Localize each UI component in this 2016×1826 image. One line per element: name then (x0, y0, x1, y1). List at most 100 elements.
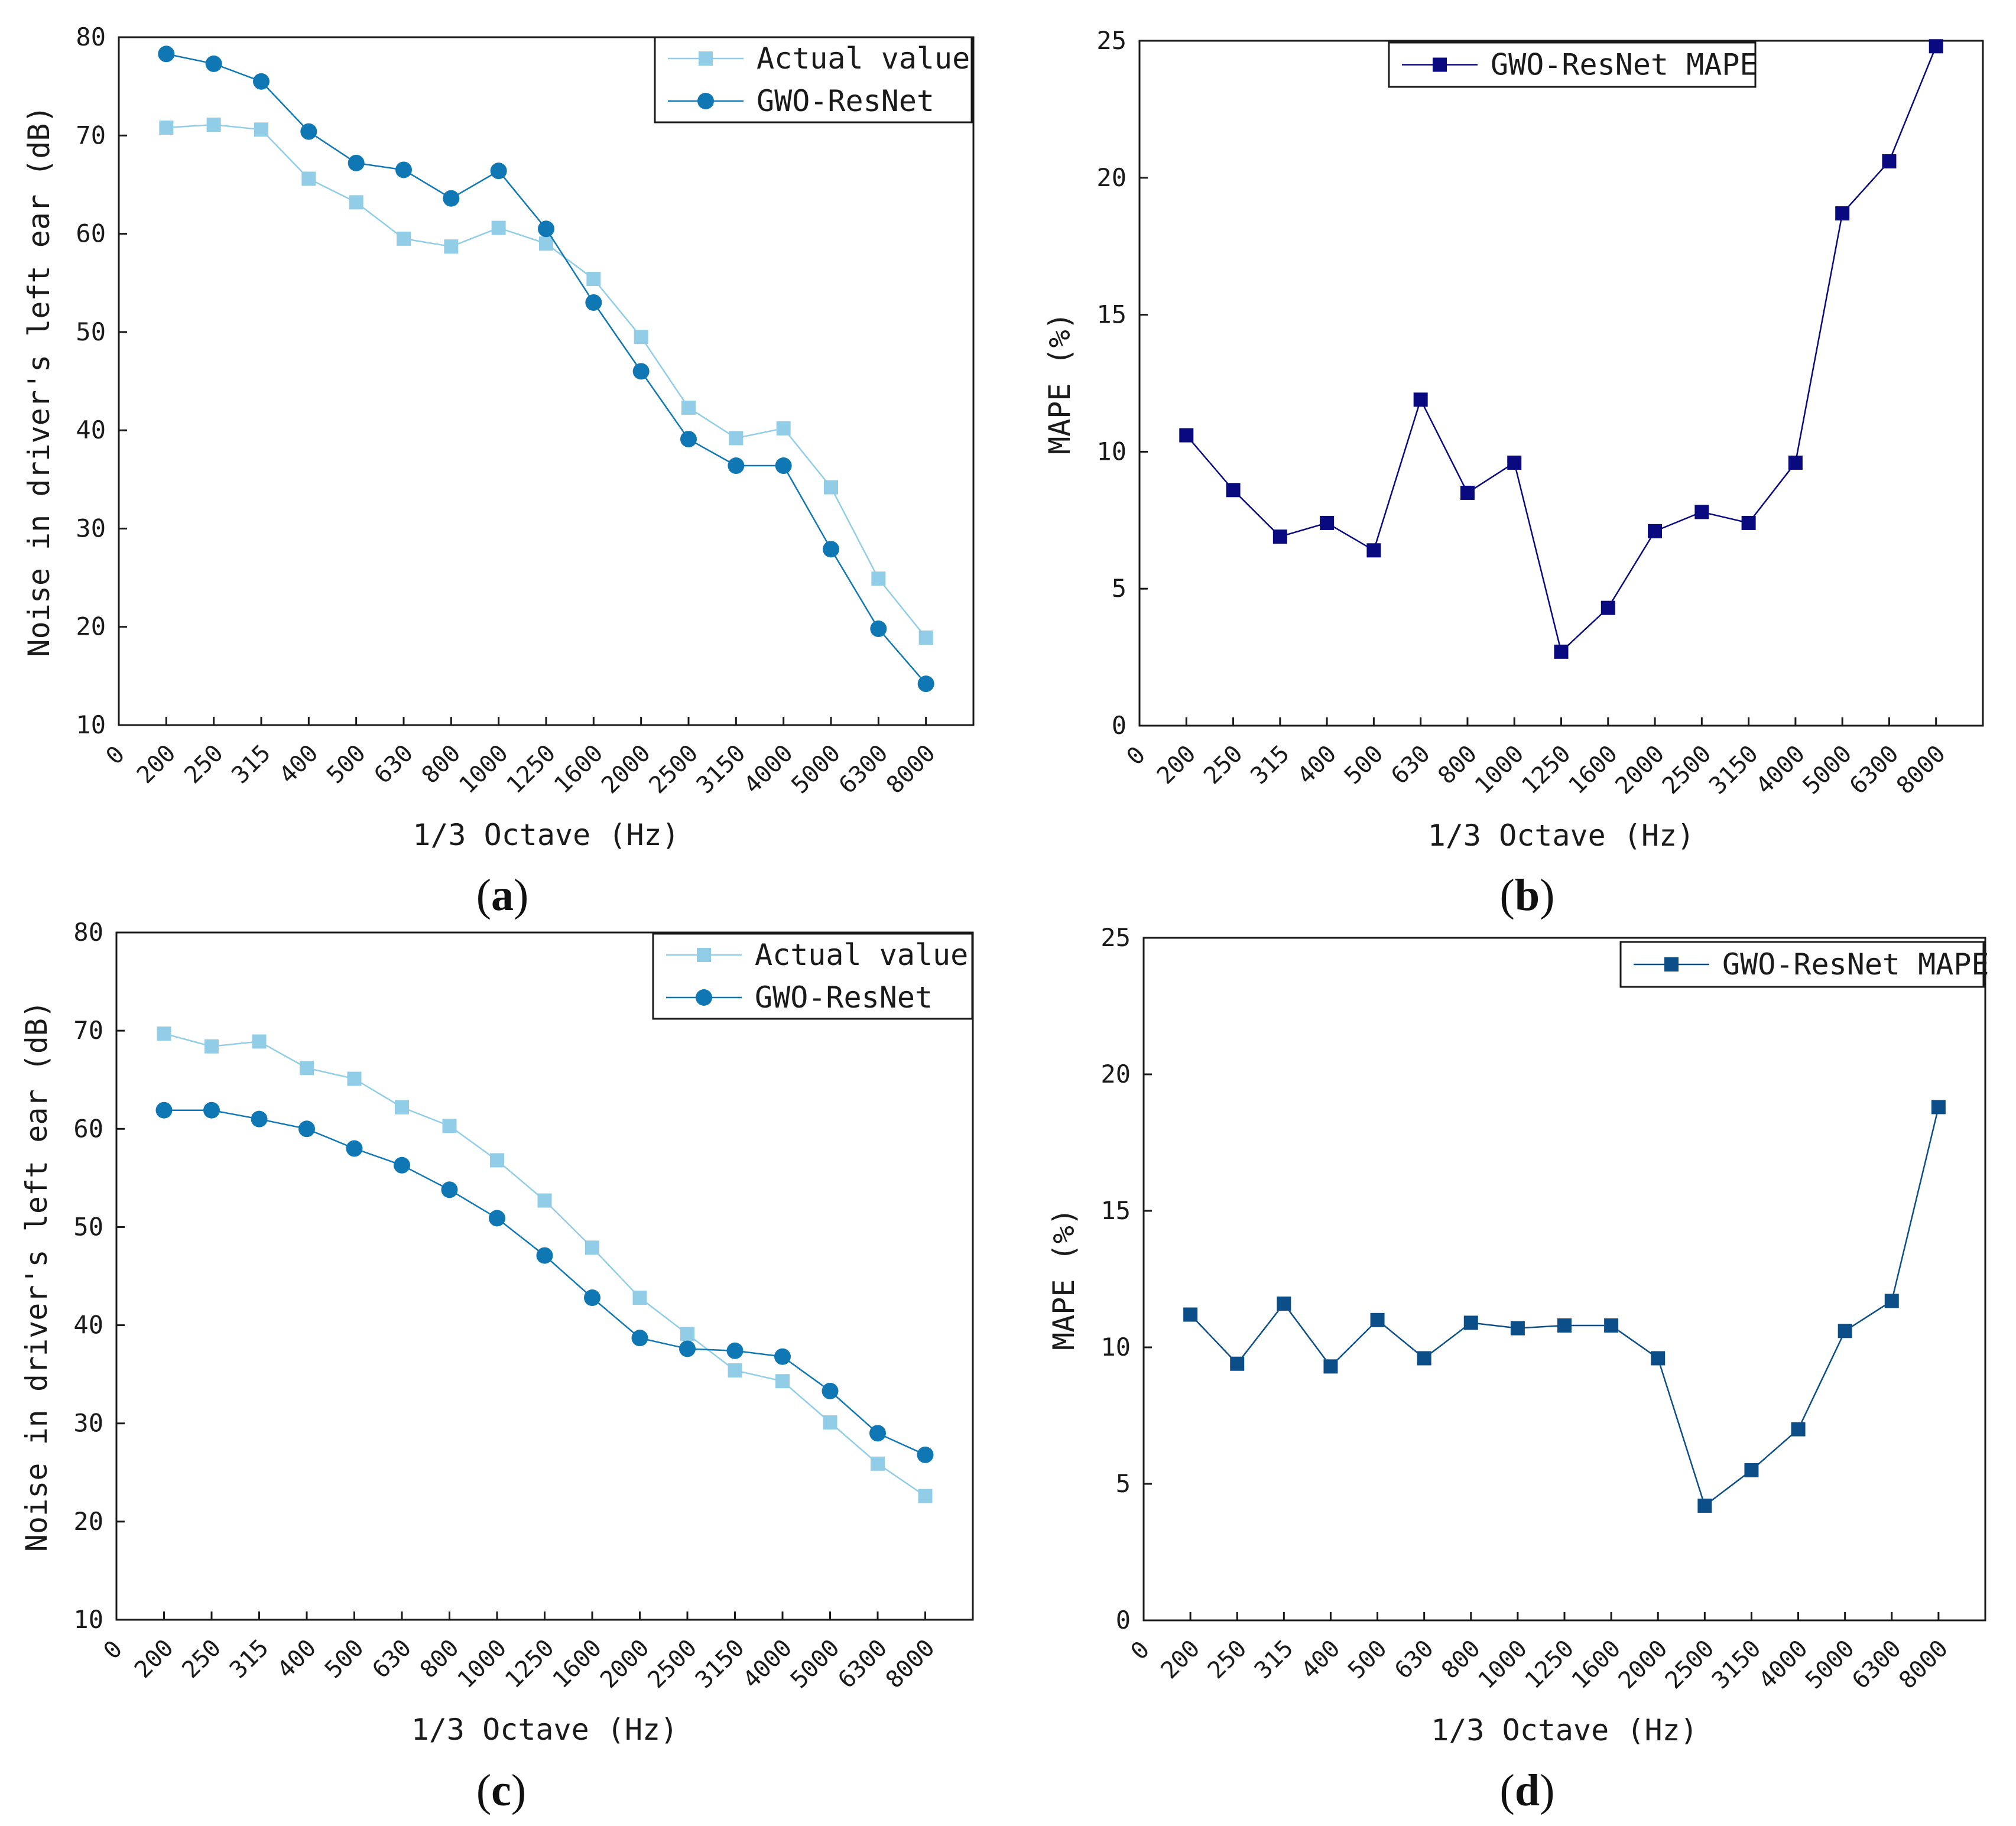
data-point (632, 363, 650, 380)
data-point (491, 220, 506, 235)
x-tick-label: 315 (225, 1635, 274, 1684)
y-axis: 0 5 10 15 20 25 (1096, 26, 1148, 740)
series-gwo-resnet (155, 1102, 934, 1463)
series-actual-value (159, 117, 933, 645)
y-tick-label: 0 (1116, 1606, 1131, 1635)
series-gwo-resnet-mape (1179, 39, 1943, 659)
y-tick-label: 10 (1096, 437, 1127, 466)
panel-label: (a) (476, 870, 529, 920)
y-axis-title: Noise in driver's left ear (dB) (22, 105, 56, 657)
x-tick-label: 1250 (1520, 1635, 1579, 1695)
x-tick-label: 0 (1126, 1636, 1155, 1666)
data-point (252, 1034, 267, 1049)
legend-marker (697, 948, 711, 962)
y-axis: 10 20 30 40 50 60 70 80 (76, 22, 127, 739)
legend: Actual value GWO-ResNet (654, 36, 973, 124)
legend: GWO-ResNet MAPE (1619, 941, 1989, 988)
x-tick-label: 5000 (786, 740, 846, 800)
x-tick-label: 0 (99, 1636, 128, 1665)
data-point (1370, 1312, 1385, 1327)
x-tick-label: 3150 (690, 1635, 750, 1694)
series-line (164, 1109, 926, 1456)
data-point (1604, 1318, 1619, 1333)
x-tick-label: 500 (1343, 1635, 1392, 1685)
data-point (870, 620, 887, 638)
data-point (157, 1026, 171, 1041)
data-point (253, 73, 270, 90)
data-point (1277, 1297, 1291, 1311)
legend-label: GWO-ResNet MAPE (1491, 48, 1758, 82)
data-point (1601, 600, 1615, 615)
panel-letter: d (1515, 1766, 1540, 1815)
data-point (1648, 524, 1663, 538)
x-tick-label: 4000 (1751, 740, 1810, 800)
plot-area-frame (1138, 40, 1984, 727)
data-point (917, 675, 934, 693)
x-tick-label: 8000 (1891, 740, 1951, 800)
legend-entry: GWO-ResNet (668, 84, 934, 118)
data-point (395, 1100, 409, 1115)
panel-label: (b) (1500, 870, 1555, 920)
x-tick-label: 630 (367, 1635, 417, 1684)
legend: Actual value GWO-ResNet (652, 933, 973, 1020)
y-tick-label: 15 (1096, 300, 1127, 329)
x-tick-label: 0 (101, 741, 131, 771)
data-point (585, 1240, 599, 1255)
y-tick-label: 25 (1100, 923, 1131, 952)
x-tick-label: 6300 (1845, 740, 1904, 800)
panel-label: (d) (1500, 1766, 1555, 1815)
y-tick-label: 20 (1100, 1060, 1131, 1089)
data-point (1791, 1422, 1806, 1437)
data-point (728, 1363, 742, 1377)
data-point (538, 220, 554, 238)
data-point (1183, 1307, 1198, 1322)
series-line (166, 124, 927, 638)
legend-label: GWO-ResNet (757, 84, 934, 118)
x-tick-label: 4000 (1754, 1635, 1813, 1695)
x-tick-label: 1250 (1517, 740, 1576, 800)
data-point (204, 1039, 219, 1054)
x-axis-title: 1/3 Octave (Hz) (1431, 1713, 1698, 1747)
data-point (539, 236, 553, 251)
series-line (1190, 1107, 1940, 1507)
x-tick-label: 1600 (1563, 740, 1623, 800)
y-tick-label: 70 (73, 1016, 103, 1045)
y-tick-label: 10 (73, 1605, 103, 1634)
data-point (349, 195, 363, 210)
x-tick-label: 500 (320, 1635, 369, 1684)
data-point (251, 1110, 268, 1128)
x-tick-label: 200 (129, 1635, 179, 1684)
series-gwo-resnet (158, 46, 934, 693)
data-point (728, 457, 745, 475)
data-point (1272, 529, 1287, 544)
x-axis: 0 200250315400500630800100012501600200025… (101, 717, 941, 799)
x-tick-label: 1600 (547, 1635, 607, 1694)
panel-letter: c (491, 1766, 511, 1815)
data-point (489, 1210, 505, 1227)
x-tick-label: 1250 (500, 1635, 560, 1694)
legend-label: Actual value (757, 41, 970, 76)
y-tick-label: 70 (76, 121, 106, 150)
data-point (442, 1119, 457, 1133)
data-point (584, 1289, 600, 1307)
data-point (1884, 1294, 1899, 1308)
data-point (394, 1156, 410, 1174)
x-tick-label: 2000 (595, 1635, 655, 1694)
x-tick-label: 2500 (1657, 740, 1717, 800)
x-tick-label: 5000 (785, 1635, 845, 1694)
x-tick-label: 500 (322, 740, 371, 789)
data-point (679, 1340, 696, 1357)
plot-area-frame (118, 36, 975, 726)
x-tick-label: 8000 (1894, 1635, 1953, 1695)
legend-marker (1664, 957, 1679, 972)
x-axis: 0 200250315400500630800100012501600200025… (99, 1611, 940, 1694)
data-point (490, 1153, 504, 1168)
data-point (536, 1247, 553, 1264)
data-point (444, 239, 459, 254)
x-tick-label: 200 (1152, 740, 1202, 790)
series-line (1186, 46, 1937, 654)
panel-label: (c) (476, 1766, 526, 1815)
